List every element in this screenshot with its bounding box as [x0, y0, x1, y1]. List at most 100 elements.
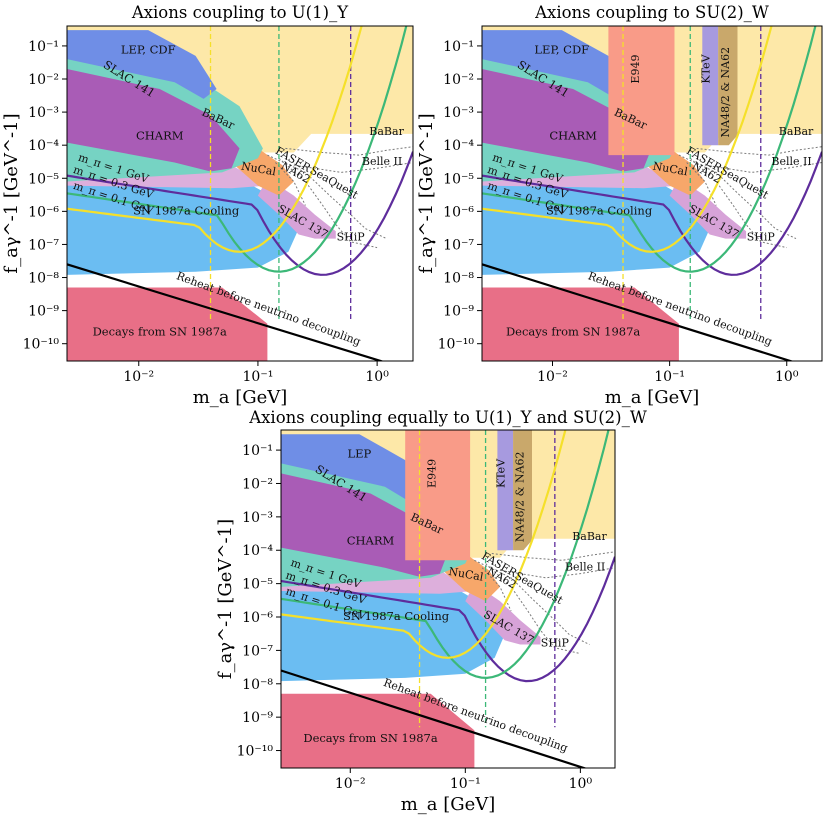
- region-sn-decays: [67, 287, 268, 361]
- y-tick-label: 10⁻⁸: [242, 677, 273, 693]
- y-tick-label: 10⁻²: [28, 72, 59, 88]
- reheat-line: [67, 263, 385, 361]
- label-belle2-proj: Belle II: [771, 155, 811, 168]
- y-tick-label: 10⁻⁷: [28, 237, 59, 253]
- pion-mass-line: [67, 26, 408, 273]
- chart-title: Axions coupling to SU(2)_W: [534, 3, 769, 22]
- y-tick-label: 10⁻¹: [28, 39, 59, 55]
- region-ktev: [497, 430, 514, 551]
- y-tick-label: 10⁻⁶: [443, 204, 474, 220]
- y-tick-label: 10⁻⁸: [28, 271, 59, 287]
- y-tick-label: 10⁻²: [443, 72, 474, 88]
- label-belle2-proj: Belle II: [565, 560, 605, 573]
- region-sn-decays: [482, 287, 679, 361]
- projection-seaquest: [474, 559, 590, 645]
- pion-mass-line: [482, 26, 817, 273]
- pion-mass-line: [67, 26, 363, 253]
- pion-mass-line: [67, 151, 413, 276]
- x-tick-label: 10⁻²: [335, 776, 366, 792]
- projection-babar: [696, 146, 822, 156]
- projection-seaquest: [267, 154, 387, 240]
- label-babar-proj: BaBar: [779, 125, 814, 138]
- label-sn-decays: Decays from SN 1987a: [506, 324, 640, 338]
- y-tick-label: 10⁻¹⁰: [23, 337, 60, 353]
- y-tick-label: 10⁻⁴: [443, 138, 474, 154]
- pion-mass-line: [281, 430, 567, 659]
- region-slac141: [67, 30, 217, 99]
- projection-ship: [689, 157, 787, 249]
- projection-ship: [485, 563, 581, 655]
- label-nucal: NuCal: [447, 565, 484, 584]
- x-tick-label: 10⁻¹: [654, 369, 685, 385]
- projection-belle2: [704, 162, 822, 173]
- region-slac141: [482, 30, 629, 99]
- label-belle2-proj: Belle II: [362, 155, 402, 168]
- label-sn-cooling: SN 1987a Cooling: [133, 204, 240, 218]
- projection-babar: [491, 551, 615, 561]
- label-nucal: NuCal: [240, 160, 277, 179]
- label-ktev: KTeV: [495, 458, 508, 488]
- x-tick-label: 10⁰: [569, 776, 593, 792]
- region-e949: [608, 26, 675, 156]
- region-sn-decays: [281, 693, 475, 768]
- label-ship-proj: SHiP: [337, 231, 366, 244]
- projection-ship: [278, 157, 378, 249]
- x-tick-label: 10⁻²: [123, 369, 154, 385]
- y-tick-label: 10⁻⁶: [28, 204, 59, 220]
- region-e949: [405, 430, 471, 561]
- label-babar-proj: BaBar: [369, 125, 404, 138]
- chart-title: Axions coupling to U(1)_Y: [131, 3, 349, 22]
- x-axis-label: m_a [GeV]: [401, 794, 496, 815]
- region-slac141: [281, 434, 426, 504]
- y-tick-label: 10⁻⁴: [28, 138, 59, 154]
- y-tick-label: 10⁻⁹: [443, 304, 474, 320]
- label-na48: NA48/2 & NA62: [513, 451, 526, 542]
- pion-mass-line: [482, 151, 822, 276]
- pion-mass-line: [482, 26, 773, 253]
- label-nucal: NuCal: [652, 160, 689, 179]
- y-tick-label: 10⁻³: [28, 105, 59, 121]
- y-axis-label: f_aγ^-1 [GeV^-1]: [215, 519, 236, 679]
- label-e949: E949: [425, 459, 438, 488]
- region-na48-na62: [718, 26, 738, 146]
- x-axis-label: m_a [GeV]: [193, 387, 288, 408]
- y-tick-label: 10⁻¹: [242, 443, 273, 459]
- axes-frame: [280, 429, 616, 769]
- x-tick-label: 10⁻¹: [243, 369, 274, 385]
- region-na48-na62: [513, 430, 532, 551]
- label-babar-proj: BaBar: [572, 530, 607, 543]
- y-axis-label: f_aγ^-1 [GeV^-1]: [1, 113, 22, 273]
- x-axis-label: m_a [GeV]: [605, 387, 700, 408]
- label-ship-proj: SHiP: [747, 231, 776, 244]
- region-charm: [67, 69, 240, 172]
- y-tick-label: 10⁻⁸: [443, 271, 474, 287]
- y-tick-label: 10⁻⁵: [28, 171, 59, 187]
- label-sn-cooling: SN 1987a Cooling: [546, 204, 653, 218]
- y-tick-label: 10⁻³: [443, 105, 474, 121]
- y-tick-label: 10⁻²: [242, 476, 273, 492]
- pion-mass-line: [281, 430, 610, 680]
- reheat-line: [281, 669, 588, 768]
- y-tick-label: 10⁻⁹: [242, 710, 273, 726]
- axes-frame: [66, 25, 414, 362]
- y-tick-label: 10⁻⁵: [443, 171, 474, 187]
- label-sn-decays: Decays from SN 1987a: [93, 324, 227, 338]
- x-tick-label: 10⁻²: [537, 369, 568, 385]
- x-tick-label: 10⁻¹: [450, 776, 481, 792]
- label-lep: LEP: [347, 447, 371, 461]
- label-sn-decays: Decays from SN 1987a: [303, 731, 437, 745]
- x-tick-label: 10⁰: [775, 369, 799, 385]
- projection-babar: [285, 146, 413, 156]
- pion-mass-line: [281, 556, 615, 683]
- region-ktev: [702, 26, 719, 146]
- y-tick-label: 10⁻⁹: [28, 304, 59, 320]
- x-tick-label: 10⁰: [365, 369, 389, 385]
- projection-faser: [275, 162, 306, 206]
- y-tick-label: 10⁻⁷: [242, 643, 273, 659]
- y-tick-label: 10⁻⁷: [443, 237, 474, 253]
